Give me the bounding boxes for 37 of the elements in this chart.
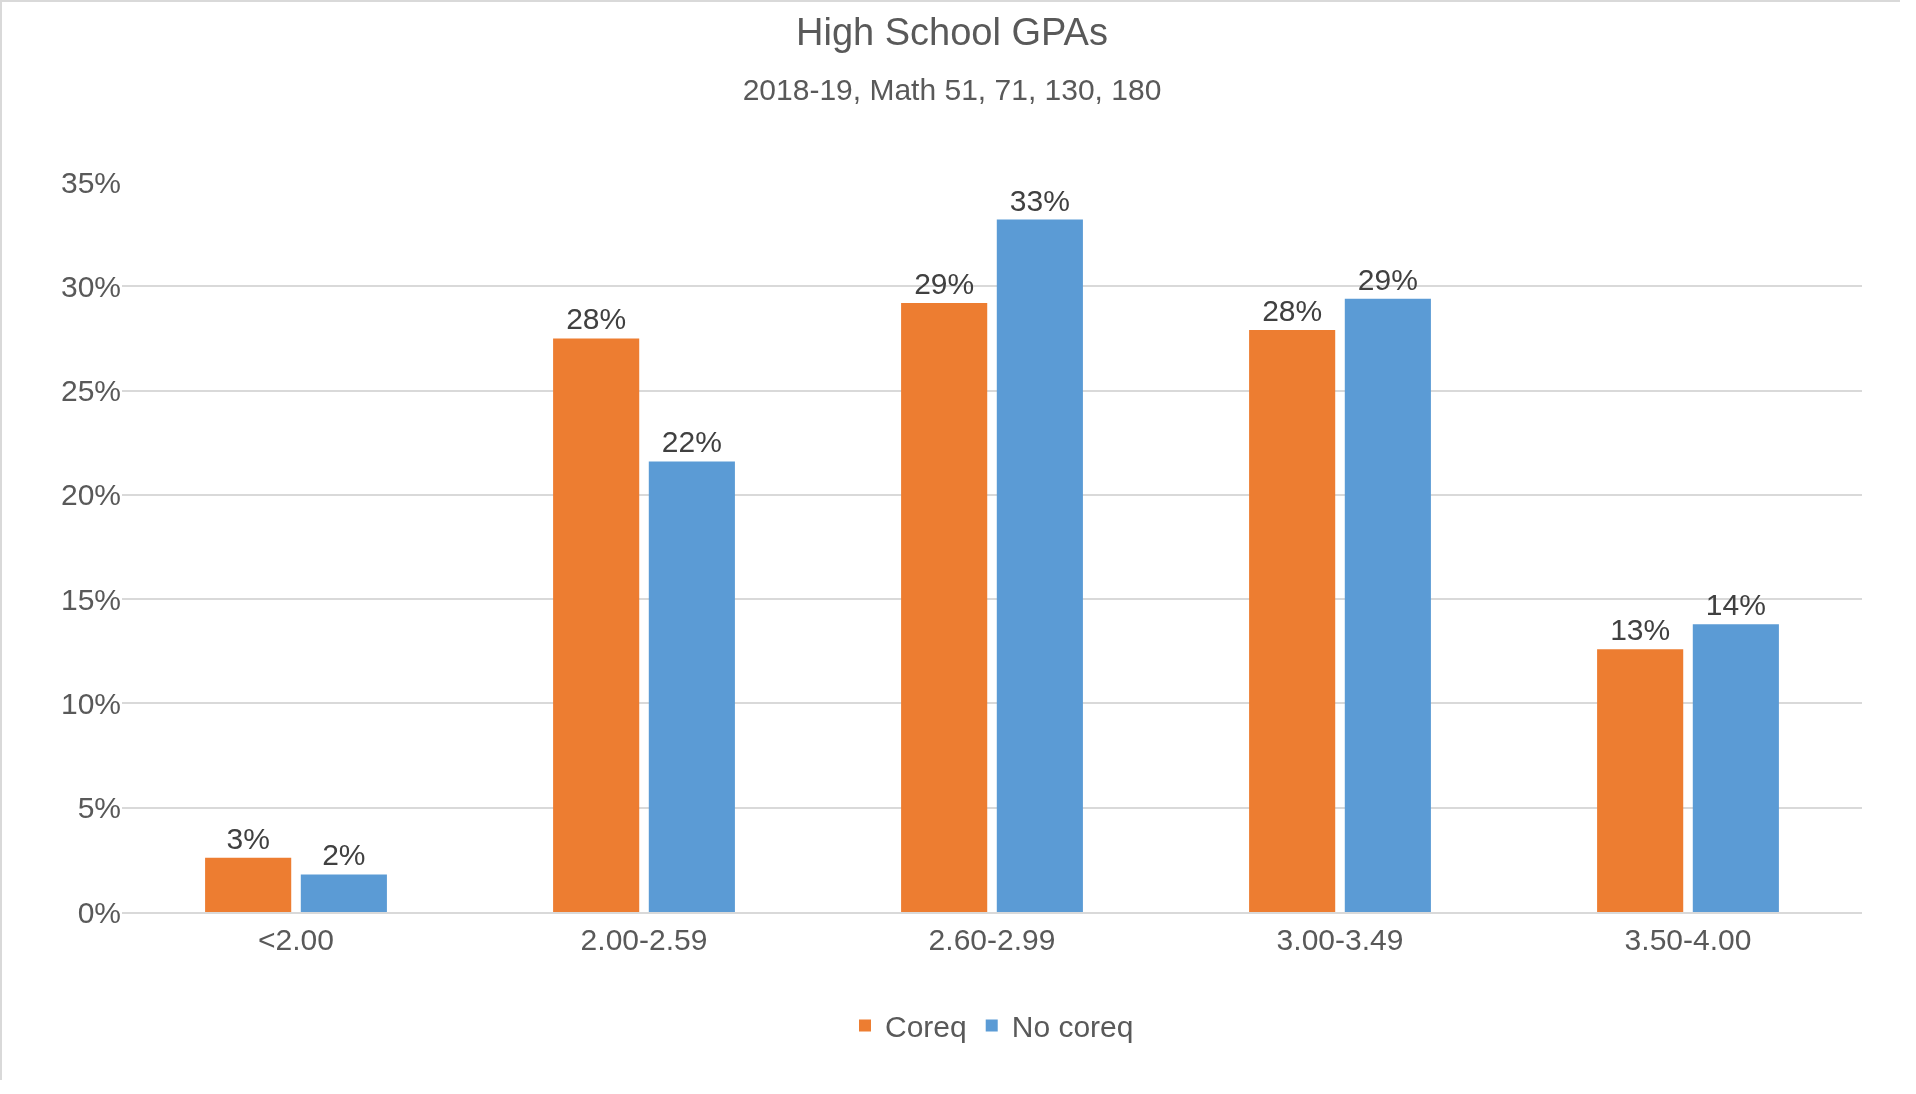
bar	[901, 302, 988, 912]
y-tick-label: 5%	[77, 791, 121, 825]
bar	[1692, 624, 1779, 912]
data-label: 13%	[1610, 613, 1671, 647]
chart-subtitle: 2018-19, Math 51, 71, 130, 180	[742, 72, 1162, 106]
x-tick-label: 3.00-3.49	[1276, 923, 1404, 956]
chart-title: High School GPAs	[796, 11, 1108, 54]
bar	[300, 874, 387, 912]
y-tick-label: 0%	[77, 895, 121, 929]
bar	[1249, 330, 1336, 912]
x-tick-label: <2.00	[258, 923, 334, 956]
y-tick-label: 20%	[60, 478, 121, 512]
x-tick-label: 3.50-4.00	[1624, 923, 1752, 956]
y-tick-label: 30%	[60, 269, 121, 303]
data-label: 2%	[322, 838, 366, 872]
x-tick-label: 2.60-2.99	[928, 923, 1056, 956]
y-tick-label: 35%	[60, 165, 121, 199]
bar	[648, 461, 735, 912]
data-label: 14%	[1705, 588, 1766, 622]
legend-label: Coreq	[885, 1010, 967, 1044]
bar	[996, 219, 1083, 912]
data-label: 29%	[914, 266, 975, 300]
data-label: 28%	[1262, 294, 1323, 328]
x-tick-label: 2.00-2.59	[580, 923, 708, 956]
bar	[1597, 649, 1684, 912]
bar	[205, 857, 292, 912]
data-label: 22%	[661, 425, 722, 459]
y-tick-label: 15%	[60, 582, 121, 616]
bar	[553, 338, 640, 912]
bar	[1344, 298, 1431, 912]
data-label: 3%	[226, 821, 270, 855]
y-tick-label: 25%	[60, 374, 121, 408]
data-label: 29%	[1357, 262, 1418, 296]
data-label: 28%	[566, 302, 627, 336]
data-label: 33%	[1009, 183, 1070, 217]
y-tick-label: 10%	[60, 686, 121, 720]
legend-label: No coreq	[1011, 1010, 1134, 1044]
